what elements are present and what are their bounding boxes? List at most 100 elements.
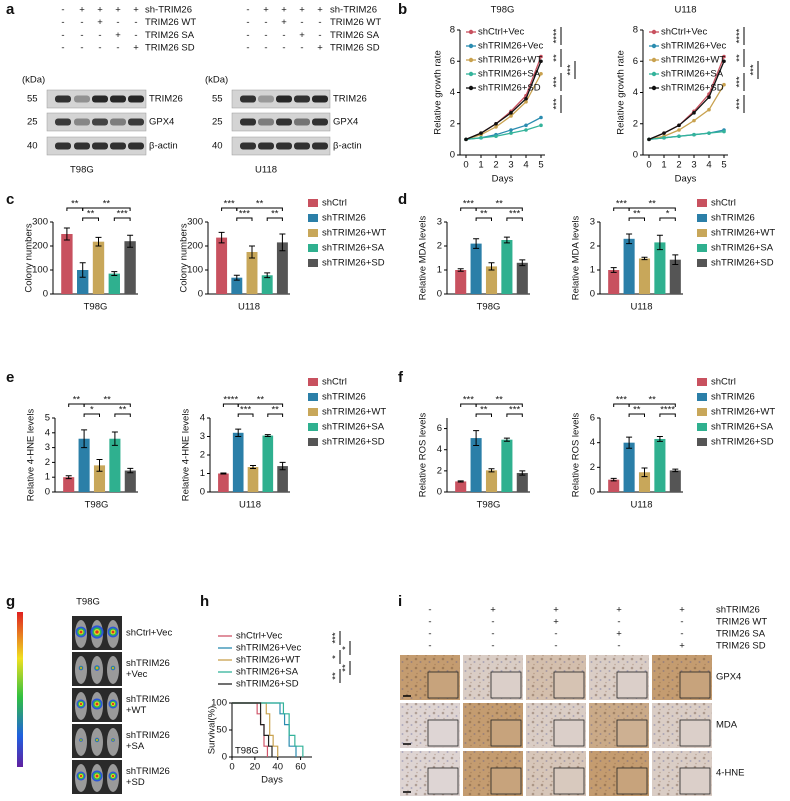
significance-label: ** xyxy=(495,199,503,210)
growth-point xyxy=(722,82,726,87)
significance-label: ** xyxy=(735,54,746,62)
x-tick-label: 40 xyxy=(272,762,283,773)
legend-swatch xyxy=(308,423,318,431)
x-tick-label: 5 xyxy=(538,160,543,171)
growth-point xyxy=(494,125,498,129)
blot-band xyxy=(92,95,108,103)
growth-line xyxy=(465,61,542,140)
error-bar xyxy=(250,465,256,470)
signal xyxy=(112,739,114,741)
x-tick-label: 3 xyxy=(691,160,696,171)
y-tick-label: 2 xyxy=(450,118,455,129)
y-tick-label: 300 xyxy=(187,217,203,228)
significance-label: *** xyxy=(509,405,520,416)
signal xyxy=(79,702,83,706)
legend-marker xyxy=(651,71,657,77)
ihc-inset xyxy=(679,767,711,795)
x-tick-label: 2 xyxy=(676,160,681,171)
bar xyxy=(61,234,73,294)
stain-label: MDA xyxy=(716,720,738,731)
y-tick-label: 2 xyxy=(590,241,595,252)
error-bar xyxy=(220,472,227,475)
y-axis-label: Relative MDA levels xyxy=(571,216,582,301)
y-tick-label: 0 xyxy=(437,289,442,300)
growth-point xyxy=(524,123,528,128)
bar xyxy=(231,277,243,294)
x-tick-label: 0 xyxy=(463,160,468,171)
error-bar xyxy=(503,236,510,244)
significance-bracket xyxy=(237,413,254,417)
ihc-inset xyxy=(427,767,459,795)
y-tick-label: 0 xyxy=(222,752,227,763)
treatment-sign: + xyxy=(490,605,496,616)
significance-label: *** xyxy=(509,209,520,220)
error-bar xyxy=(473,238,480,249)
legend-marker xyxy=(468,57,474,63)
legend-swatch xyxy=(308,199,318,207)
signal xyxy=(96,667,98,669)
bar xyxy=(470,243,482,294)
blot-band xyxy=(74,118,90,126)
treatment-label: TRIM26 SA xyxy=(330,30,380,41)
blot-band xyxy=(110,142,126,150)
subplot-title: T98G xyxy=(491,5,515,16)
bar xyxy=(516,262,528,294)
treatment-sign: - xyxy=(116,43,119,54)
legend-label: shCtrl+Vec xyxy=(236,631,282,642)
treatment-label: TRIM26 SD xyxy=(145,43,195,54)
protein-label: β-actin xyxy=(333,141,362,152)
legend-swatch xyxy=(697,214,707,222)
bar xyxy=(63,477,75,492)
legend-label: shCtrl xyxy=(711,198,736,209)
treatment-sign: - xyxy=(264,30,267,41)
error-bar xyxy=(264,272,271,279)
error-bar xyxy=(457,268,464,272)
significance-label: * xyxy=(90,405,94,416)
x-tick-label: 4 xyxy=(706,160,711,171)
ihc-inset xyxy=(490,719,522,747)
error-bar xyxy=(95,236,102,247)
legend-label: shCtrl xyxy=(711,377,736,388)
treatment-sign: - xyxy=(428,617,431,628)
blot-band xyxy=(312,118,328,126)
cell-line-label: U118 xyxy=(255,165,277,176)
bar xyxy=(93,465,106,492)
legend-label: shCtrl xyxy=(322,198,347,209)
legend-label: shTRIM26+Vec xyxy=(236,643,301,654)
legend-label: shTRIM26+WT xyxy=(711,228,775,239)
bar xyxy=(638,258,651,294)
signal xyxy=(95,774,99,778)
blot-band xyxy=(240,142,256,150)
y-tick-label: 0 xyxy=(45,487,50,498)
ihc-inset xyxy=(616,671,648,699)
significance-bracket xyxy=(506,217,523,221)
ihc-inset xyxy=(679,671,711,699)
legend-label: shTRIM26 xyxy=(322,213,366,224)
blot-band xyxy=(294,142,310,150)
blot-band xyxy=(258,118,274,126)
error-bar xyxy=(279,461,286,471)
significance-label: ** xyxy=(271,405,279,416)
legend-swatch xyxy=(308,259,318,267)
significance-bracket xyxy=(628,413,645,417)
treatment-sign: + xyxy=(79,5,85,16)
error-bar xyxy=(249,245,255,259)
significance-label: **** xyxy=(735,28,746,43)
legend-swatch xyxy=(308,244,318,252)
legend-swatch xyxy=(308,393,318,401)
x-axis-label: T98G xyxy=(477,302,501,313)
error-bar xyxy=(264,434,271,437)
growth-point xyxy=(692,118,696,123)
bar xyxy=(92,241,105,294)
blot-band xyxy=(110,118,126,126)
stain-label: 4-HNE xyxy=(716,768,745,779)
treatment-sign: - xyxy=(300,43,303,54)
significance-label: *** xyxy=(331,632,342,643)
significance-bracket xyxy=(659,413,676,417)
bar xyxy=(124,470,136,492)
significance-bracket xyxy=(82,207,131,211)
y-tick-label: 0 xyxy=(43,289,48,300)
significance-bracket xyxy=(114,413,131,417)
group-label: shTRIM26 xyxy=(126,730,170,741)
